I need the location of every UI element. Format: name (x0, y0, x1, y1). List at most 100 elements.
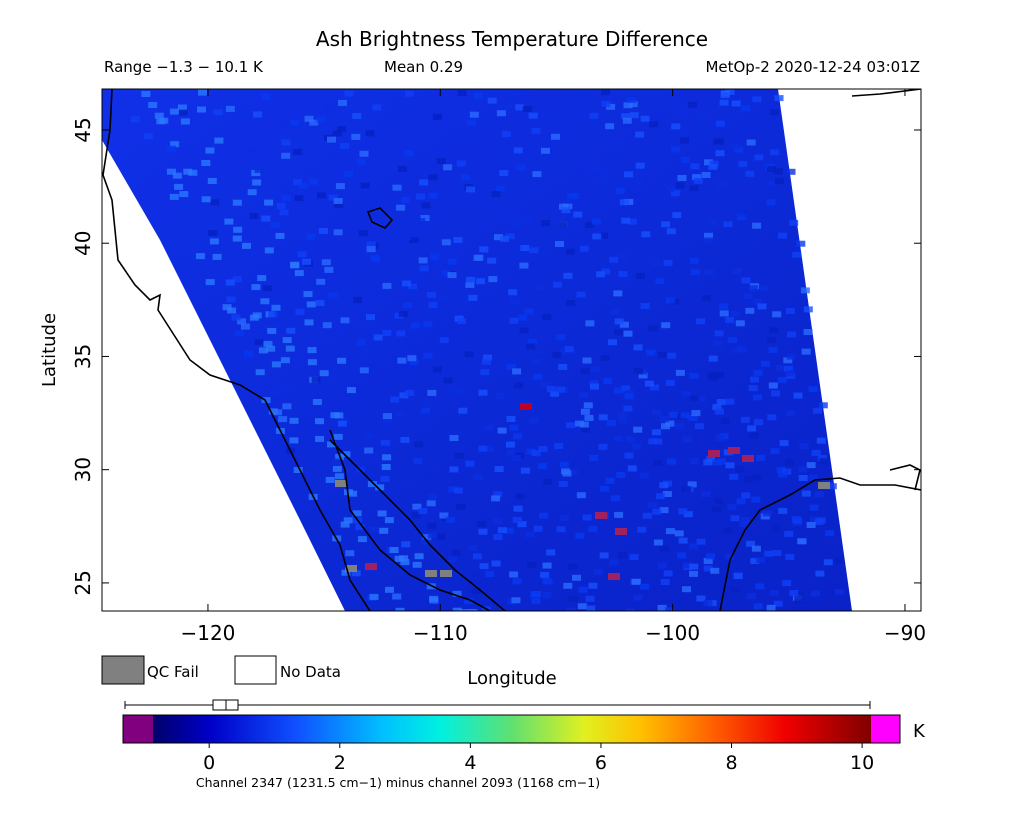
texture-cell (353, 296, 363, 303)
texture-cell (752, 222, 762, 229)
texture-cell (466, 186, 476, 193)
texture-cell (386, 121, 396, 128)
texture-cell (759, 285, 769, 292)
texture-cell (327, 136, 336, 143)
texture-cell (268, 311, 278, 318)
texture-cell (233, 226, 243, 233)
texture-cell (428, 301, 438, 308)
texture-cell (302, 258, 312, 265)
texture-cell (689, 563, 699, 570)
texture-cell (395, 411, 405, 417)
texture-cell (433, 366, 442, 373)
texture-cell (703, 600, 713, 606)
texture-cell (688, 101, 698, 108)
texture-cell (725, 89, 735, 95)
texture-cell (771, 390, 781, 397)
texture-cell (464, 351, 474, 358)
texture-cell (441, 239, 451, 246)
texture-cell (696, 538, 706, 545)
texture-cell (611, 495, 620, 502)
texture-cell (497, 427, 507, 434)
y-tick-label: 40 (71, 230, 95, 255)
texture-cell (328, 216, 338, 223)
texture-cell (321, 259, 331, 266)
texture-cell (488, 276, 498, 283)
texture-cell (566, 607, 576, 611)
texture-cell (466, 276, 475, 283)
texture-cell (801, 348, 811, 355)
texture-cell (513, 147, 523, 154)
texture-cell (670, 190, 680, 197)
texture-cell (719, 303, 729, 310)
texture-cell (589, 454, 599, 461)
texture-cell (261, 397, 271, 404)
texture-cell (242, 242, 251, 249)
texture-cell (264, 247, 274, 254)
texture-cell (582, 514, 592, 521)
texture-cell (390, 396, 400, 403)
texture-cell (590, 366, 600, 373)
texture-cell (762, 510, 772, 517)
texture-cell (197, 106, 206, 113)
texture-cell (567, 193, 576, 200)
texture-cell (617, 412, 627, 419)
texture-cell (756, 454, 766, 461)
texture-cell (754, 154, 764, 161)
texture-cell (712, 340, 722, 347)
texture-cell (520, 245, 530, 251)
texture-cell (818, 455, 827, 461)
texture-cell (585, 595, 595, 602)
texture-cell (618, 253, 628, 260)
texture-cell (359, 150, 369, 157)
pixel-flag (595, 512, 607, 519)
texture-cell (315, 418, 324, 425)
texture-cell (778, 471, 788, 478)
texture-cell (372, 104, 382, 111)
texture-cell (605, 123, 615, 130)
texture-cell (689, 458, 699, 464)
texture-cell (281, 195, 291, 202)
texture-cell (493, 534, 503, 540)
texture-cell (412, 561, 422, 568)
texture-cell (251, 170, 261, 177)
texture-cell (665, 185, 675, 192)
texture-cell (743, 293, 753, 300)
texture-cell (648, 502, 657, 509)
texture-cell (334, 473, 344, 480)
texture-cell (304, 115, 314, 122)
mean: Mean 0.29 (384, 58, 463, 76)
texture-cell (622, 117, 632, 124)
texture-cell (665, 379, 675, 386)
texture-cell (708, 219, 718, 225)
texture-cell (744, 476, 754, 483)
texture-cell (618, 552, 628, 558)
texture-cell (666, 228, 676, 235)
texture-cell (587, 167, 597, 173)
texture-cell (565, 248, 575, 255)
texture-cell (594, 168, 604, 175)
texture-cell (540, 571, 550, 578)
texture-cell (769, 109, 779, 116)
texture-cell (633, 426, 643, 433)
texture-cell (755, 583, 765, 590)
texture-cell (696, 396, 706, 402)
texture-cell (606, 103, 616, 110)
texture-cell (825, 530, 835, 537)
texture-cell (633, 344, 643, 351)
texture-cell (366, 246, 376, 253)
texture-cell (625, 436, 635, 443)
texture-cell (708, 163, 718, 170)
texture-cell (473, 553, 482, 560)
texture-cell (423, 352, 433, 359)
texture-cell (559, 348, 569, 355)
texture-cell (808, 386, 818, 393)
texture-cell (396, 204, 406, 211)
texture-cell (657, 562, 667, 569)
texture-cell (564, 346, 574, 353)
texture-cell (436, 158, 446, 165)
coastline (889, 464, 921, 491)
texture-cell (333, 433, 343, 440)
texture-cell (803, 306, 813, 313)
texture-cell (768, 382, 778, 389)
texture-cell (559, 461, 569, 468)
